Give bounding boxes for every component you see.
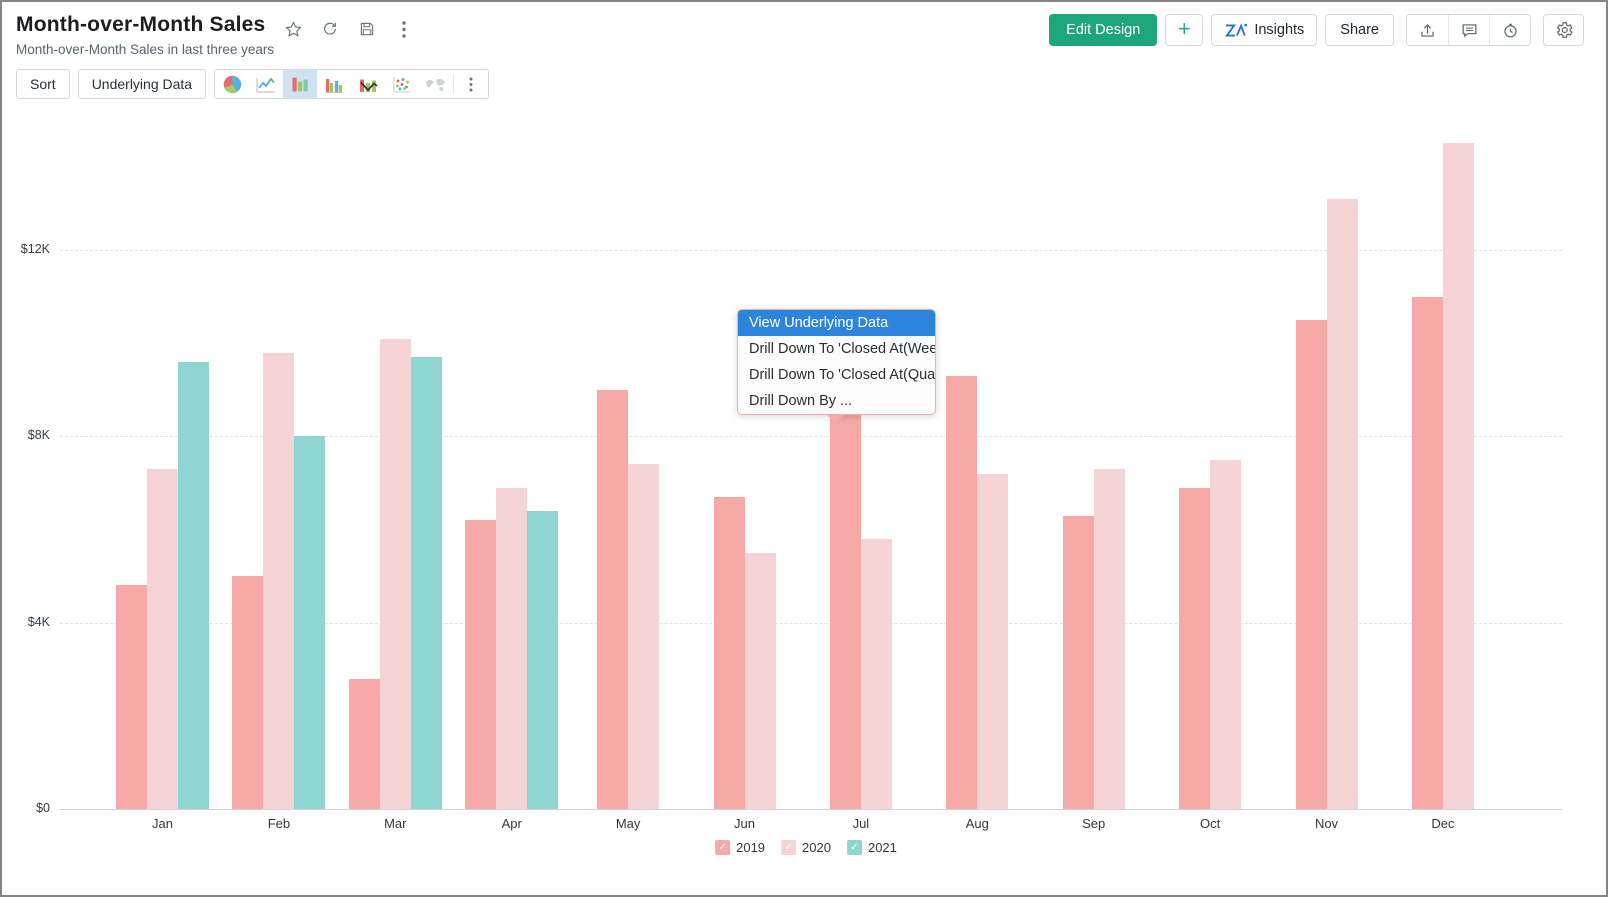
- y-axis-tick-label: $8K: [27, 428, 50, 443]
- legend-checkbox-2019[interactable]: ✓: [715, 840, 731, 855]
- comment-icon[interactable]: [1448, 15, 1489, 45]
- x-axis-label-Feb: Feb: [267, 816, 291, 831]
- context-menu-item[interactable]: View Underlying Data: [738, 310, 935, 336]
- share-button[interactable]: Share: [1325, 14, 1394, 46]
- bar-2021-Apr[interactable]: [527, 510, 559, 809]
- context-menu-item[interactable]: Drill Down By ...: [749, 393, 853, 409]
- y-axis-tick-label: $0: [36, 801, 50, 815]
- page-title: Month-over-Month Sales: [16, 13, 266, 36]
- gridline-$4K: [60, 622, 1562, 624]
- bar-2019-Dec[interactable]: [1411, 296, 1443, 809]
- page-subtitle: Month-over-Month Sales in last three yea…: [16, 42, 275, 57]
- x-axis-label-Dec: Dec: [1431, 816, 1455, 831]
- bar-chart: $0 $4K $8K $12K Jan Feb Mar Apr May Jun Jul Aug Sep O…: [2, 102, 1606, 892]
- legend-checkbox-2020[interactable]: ✓: [781, 840, 797, 855]
- settings-gear-icon[interactable]: [1543, 14, 1584, 46]
- legend-item-2019[interactable]: ✓ 2019: [715, 840, 765, 855]
- chart-type-scatter-icon[interactable]: [385, 70, 419, 98]
- edit-design-button[interactable]: Edit Design: [1049, 14, 1158, 46]
- bar-2020-Sep[interactable]: [1093, 468, 1125, 809]
- context-menu-item[interactable]: Drill Down To 'Closed At(Quar...: [749, 367, 935, 383]
- bar-2020-Jan[interactable]: [147, 468, 178, 809]
- x-axis-label-Oct: Oct: [1199, 816, 1221, 831]
- bar-2020-Jun[interactable]: [744, 552, 776, 809]
- x-axis-label-Mar: Mar: [384, 816, 407, 831]
- chart-toolbar: Sort Underlying Data: [16, 69, 490, 99]
- bar-2020-Jul[interactable]: [860, 538, 892, 809]
- chart-type-map-icon[interactable]: [419, 70, 453, 98]
- context-menu: View Underlying Data Drill Down To 'Close…: [737, 309, 936, 423]
- x-axis-label-Jul: Jul: [852, 816, 870, 831]
- legend-label: 2020: [802, 840, 831, 855]
- bar-2019-May[interactable]: [597, 389, 629, 809]
- bar-2021-Feb[interactable]: [294, 436, 326, 809]
- bar-2019-Aug[interactable]: [946, 375, 978, 809]
- refresh-icon[interactable]: [319, 18, 341, 40]
- header-actions: Edit Design + Insights Share: [1049, 14, 1584, 46]
- x-axis-line: [60, 809, 1562, 810]
- legend-item-2020[interactable]: ✓ 2020: [781, 840, 831, 855]
- bar-2019-Nov[interactable]: [1295, 319, 1327, 809]
- add-button[interactable]: +: [1165, 14, 1204, 46]
- export-icon[interactable]: [1407, 15, 1448, 45]
- bar-2020-May[interactable]: [628, 464, 660, 809]
- insights-label: Insights: [1254, 22, 1305, 38]
- strip-divider: [453, 74, 455, 94]
- bar-2019-Apr[interactable]: [465, 520, 497, 809]
- chart-type-bar-icon[interactable]: [283, 70, 318, 98]
- legend-label: 2021: [867, 840, 897, 855]
- bar-2020-Dec[interactable]: [1442, 142, 1474, 809]
- x-axis-label-Nov: Nov: [1314, 816, 1339, 831]
- x-axis-label-Jun: Jun: [734, 816, 755, 831]
- bar-2021-Mar[interactable]: [410, 357, 442, 809]
- gridline-$12K: [60, 250, 1562, 252]
- chart-type-strip: [214, 69, 490, 99]
- bar-2020-Mar[interactable]: [379, 338, 411, 809]
- bar-2019-Oct[interactable]: [1179, 487, 1211, 809]
- favorite-star-icon[interactable]: [282, 18, 304, 40]
- chart-type-bar-line-icon[interactable]: [351, 70, 385, 98]
- bar-2019-Jun[interactable]: [713, 496, 745, 809]
- bar-2019-Jul[interactable]: [829, 413, 861, 809]
- gridline-$8K: [60, 436, 1562, 438]
- title-action-icons: [282, 18, 415, 40]
- chart-type-grouped-bar-icon[interactable]: [317, 70, 351, 98]
- legend-checkbox-2021[interactable]: ✓: [846, 840, 862, 855]
- bar-2019-Mar[interactable]: [348, 678, 380, 809]
- chart-type-more-kebab-icon[interactable]: [454, 70, 488, 98]
- bar-2020-Oct[interactable]: [1210, 459, 1242, 809]
- bar-2021-Jan[interactable]: [178, 361, 209, 809]
- context-menu-pointer: [826, 414, 844, 423]
- alert-clock-icon[interactable]: [1489, 15, 1530, 45]
- bar-2019-Jan[interactable]: [116, 585, 147, 809]
- bar-2020-Apr[interactable]: [496, 487, 528, 809]
- more-kebab-icon[interactable]: [393, 18, 415, 40]
- legend-item-2021[interactable]: ✓ 2021: [846, 840, 897, 855]
- bar-2020-Nov[interactable]: [1326, 198, 1358, 809]
- bar-2019-Feb[interactable]: [232, 576, 264, 809]
- legend-label: 2019: [736, 840, 766, 855]
- sort-button[interactable]: Sort: [16, 69, 70, 99]
- y-axis-tick-label: $12K: [20, 242, 50, 257]
- x-axis-label-Jan: Jan: [152, 816, 173, 831]
- context-menu-item[interactable]: Drill Down To 'Closed At(Wee...: [749, 341, 935, 357]
- insights-button[interactable]: Insights: [1211, 14, 1318, 46]
- x-axis-label-Apr: Apr: [501, 816, 522, 831]
- chart-legend: ✓ 2019 ✓ 2020 ✓ 2021: [715, 840, 897, 855]
- zia-insights-icon: [1224, 22, 1248, 39]
- save-icon[interactable]: [356, 18, 378, 40]
- x-axis-label-Aug: Aug: [965, 816, 989, 831]
- chart-type-line-icon[interactable]: [249, 70, 283, 98]
- x-axis-label-Sep: Sep: [1082, 816, 1106, 831]
- bar-2019-Sep[interactable]: [1062, 515, 1094, 809]
- chart-type-pie-icon[interactable]: [215, 70, 249, 98]
- bar-2020-Aug[interactable]: [977, 473, 1009, 809]
- bar-2020-Feb[interactable]: [263, 352, 295, 809]
- underlying-data-button[interactable]: Underlying Data: [77, 69, 207, 99]
- header-icon-group: [1406, 14, 1531, 46]
- x-axis-label-May: May: [615, 816, 641, 831]
- y-axis-tick-label: $4K: [27, 614, 50, 629]
